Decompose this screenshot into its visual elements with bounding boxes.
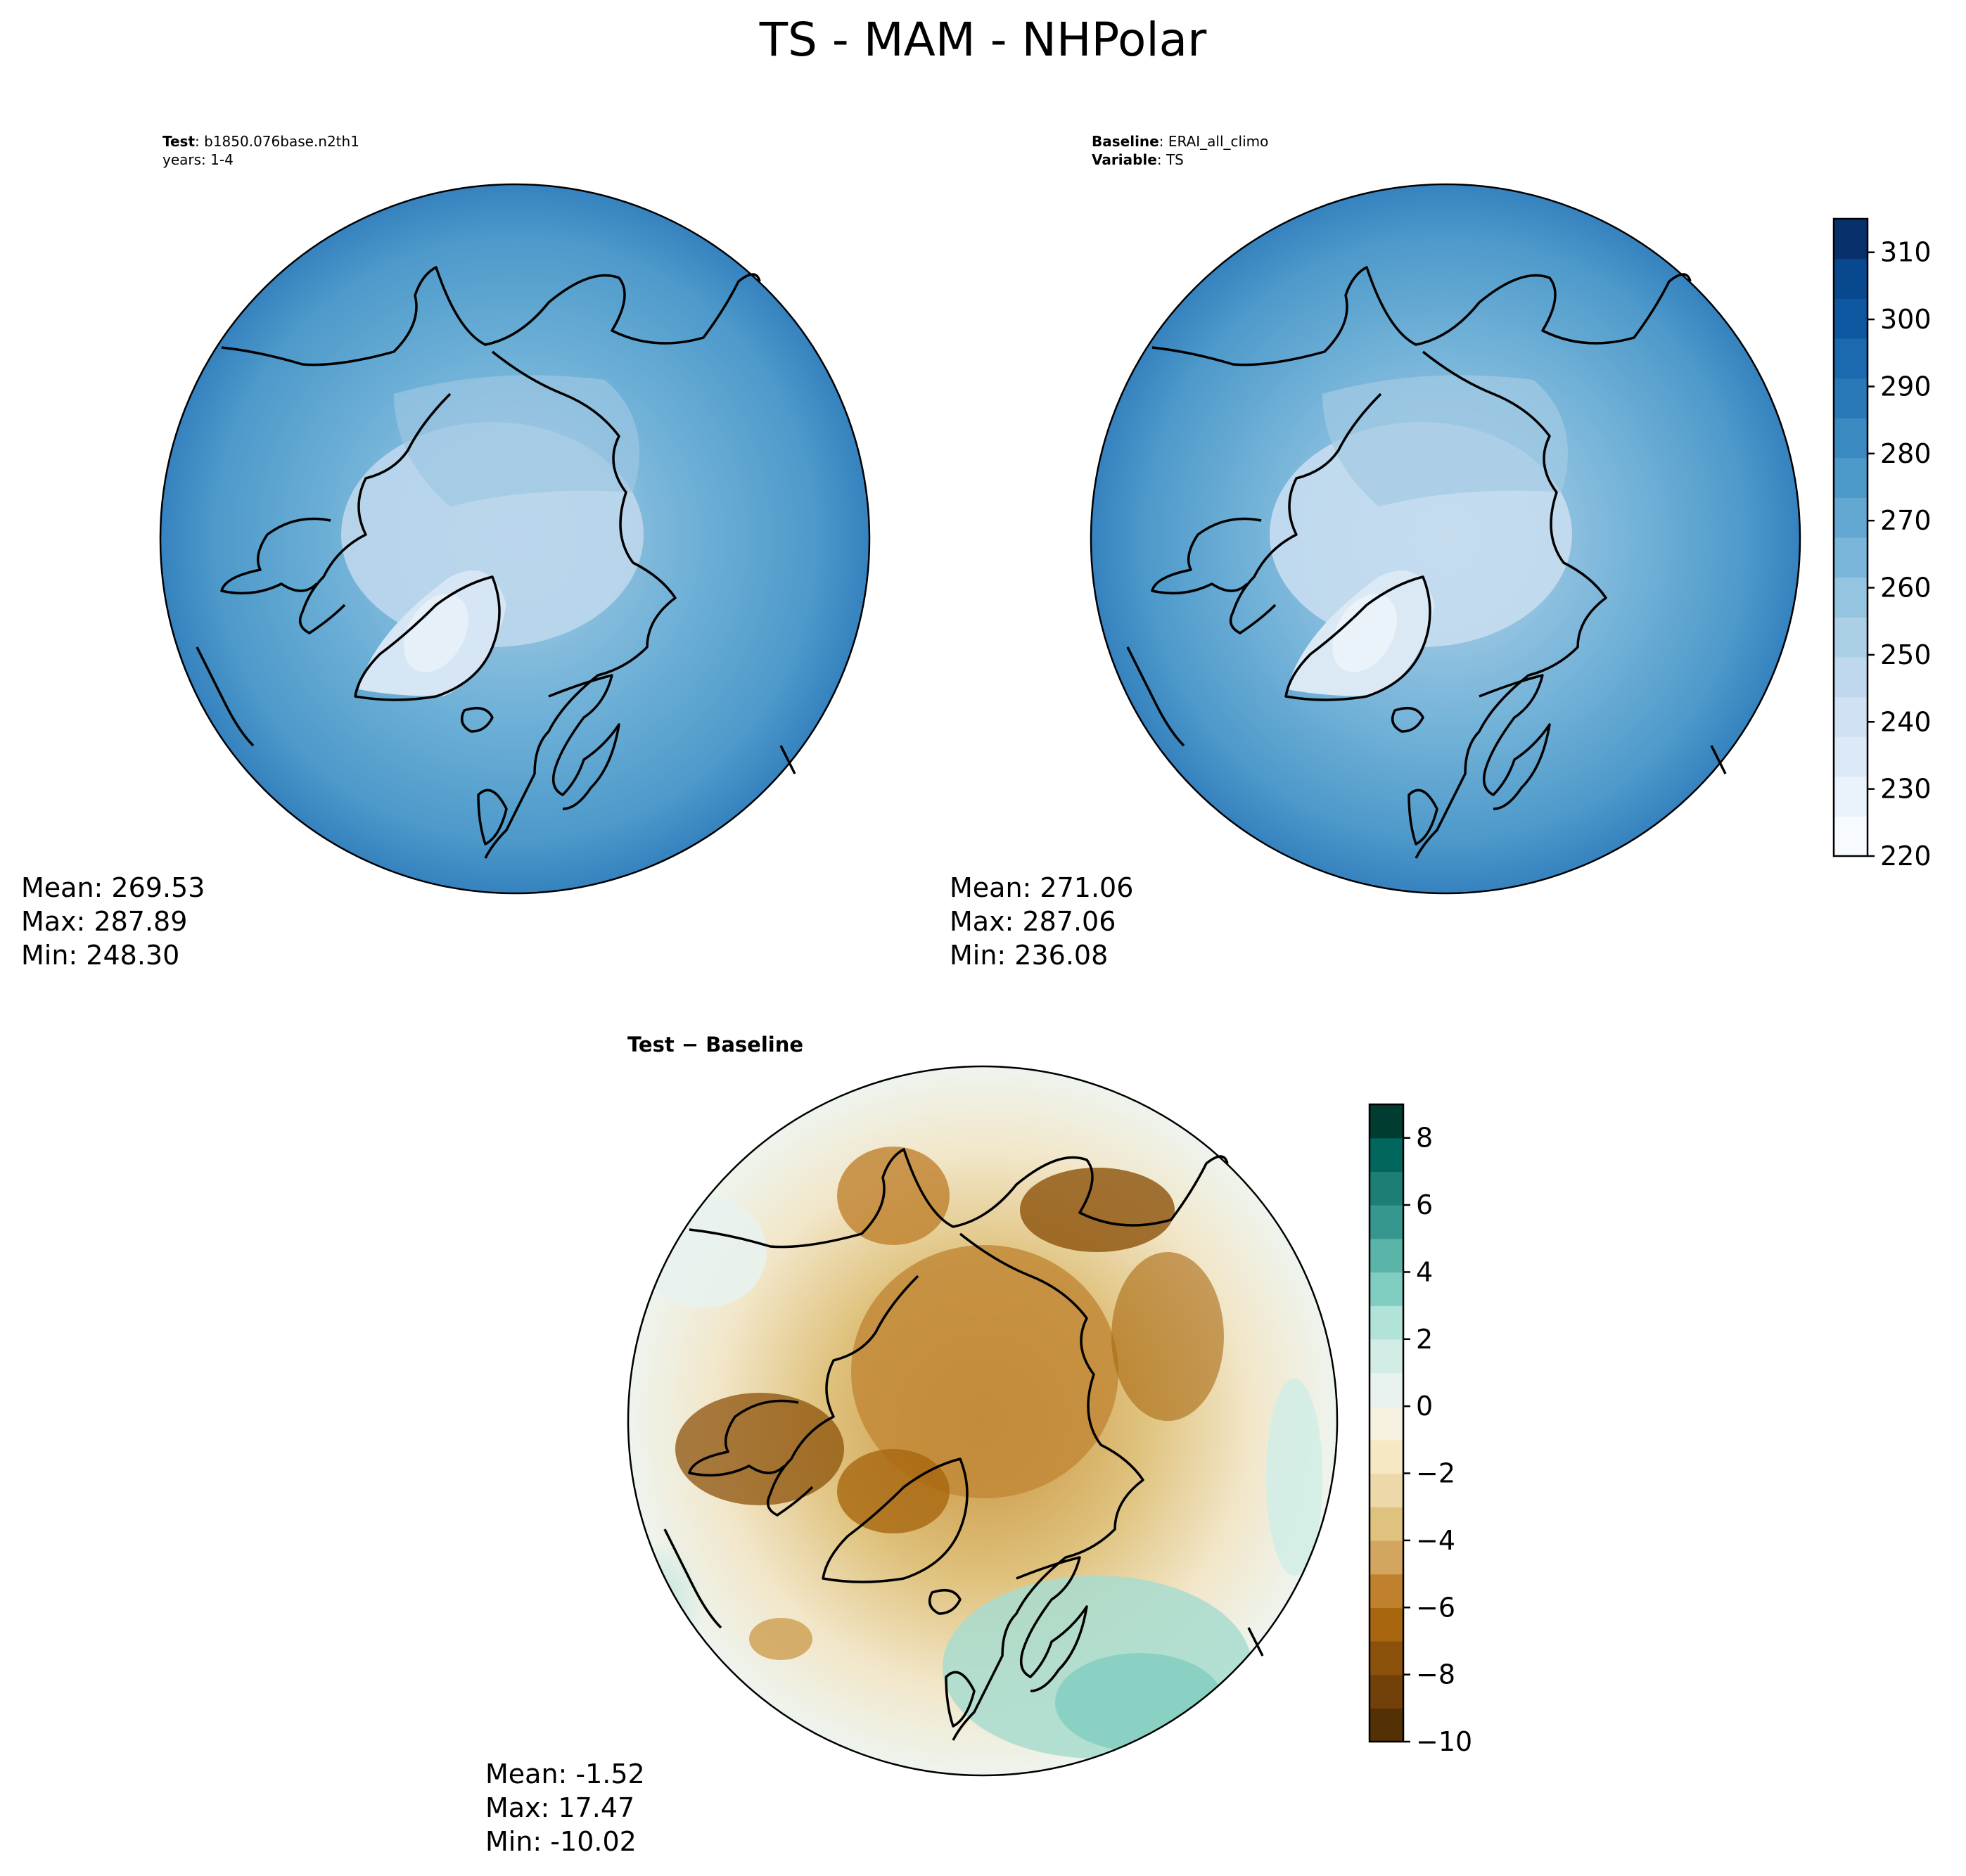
baseline-mean: Mean: 271.06	[950, 872, 1134, 903]
difference-colorbar-tick-label: −2	[1416, 1458, 1455, 1489]
baseline-min: Min: 236.08	[950, 940, 1109, 971]
test-years: years: 1-4	[162, 151, 234, 168]
difference-colorbar-color-segment	[1370, 1473, 1403, 1507]
absolute-colorbar: 220 230 240 250 260 270 280 290 300 310	[1832, 217, 1932, 872]
baseline-coastlines	[1126, 266, 1727, 859]
difference-colorbar-tick-label: 6	[1416, 1189, 1433, 1220]
test-map	[160, 184, 869, 893]
absolute-colorbar-color-segment	[1834, 298, 1868, 339]
absolute-colorbar-color-segment	[1834, 816, 1868, 857]
diff-mean: Mean: -1.52	[485, 1759, 645, 1789]
absolute-colorbar-color-segment	[1834, 577, 1868, 618]
diff-title: Test − Baseline	[627, 1033, 804, 1057]
difference-colorbar-color-segment	[1370, 1574, 1403, 1608]
absolute-colorbar-color-segment	[1834, 258, 1868, 299]
absolute-colorbar-color-segment	[1834, 537, 1868, 578]
difference-colorbar-color-segment	[1370, 1272, 1403, 1306]
difference-colorbar-color-segment	[1370, 1406, 1403, 1441]
figure-title: TS - MAM - NHPolar	[759, 13, 1207, 67]
difference-colorbar-color-segment	[1370, 1137, 1403, 1172]
absolute-colorbar-color-segment	[1834, 497, 1868, 538]
diff-siberia-cold-bias	[1020, 1168, 1175, 1252]
test-coastlines	[196, 266, 796, 859]
difference-colorbar-color-segment	[1370, 1439, 1403, 1474]
difference-colorbar-color-segment	[1370, 1171, 1403, 1206]
absolute-colorbar-color-segment	[1834, 219, 1868, 260]
difference-colorbar-color-segment	[1370, 1640, 1403, 1676]
baseline-max: Max: 287.06	[950, 906, 1116, 937]
difference-colorbar-color-segment	[1370, 1674, 1403, 1709]
variable-name: TS	[1166, 151, 1184, 168]
absolute-colorbar-color-segment	[1834, 457, 1868, 498]
difference-colorbar-color-segment	[1370, 1607, 1403, 1642]
diff-min: Min: -10.02	[485, 1826, 637, 1857]
difference-colorbar-color-segment	[1370, 1205, 1403, 1239]
absolute-colorbar-color-segment	[1834, 776, 1868, 817]
difference-colorbar-tick-label: 2	[1416, 1324, 1433, 1355]
diff-coastlines	[663, 1148, 1264, 1741]
difference-colorbar-tick-label: −10	[1416, 1726, 1472, 1757]
baseline-map-boundary	[1090, 183, 1801, 895]
absolute-colorbar-tick-label: 270	[1880, 505, 1932, 536]
difference-colorbar-color-segment	[1370, 1372, 1403, 1407]
absolute-colorbar-tick-label: 220	[1880, 841, 1932, 872]
absolute-colorbar-tick-label: 280	[1880, 438, 1932, 469]
baseline-case-name: ERAI_all_climo	[1168, 133, 1269, 150]
diff-map	[628, 1066, 1337, 1775]
test-max: Max: 287.89	[21, 906, 188, 937]
absolute-colorbar-tick-label: 230	[1880, 774, 1932, 805]
test-mean: Mean: 269.53	[21, 872, 205, 903]
difference-colorbar-color-segment	[1370, 1708, 1403, 1742]
absolute-colorbar-color-segment	[1834, 736, 1868, 777]
absolute-colorbar-color-segment	[1834, 418, 1868, 459]
baseline-map	[1091, 184, 1800, 893]
absolute-colorbar-color-segment	[1834, 338, 1868, 379]
difference-colorbar: −10 −8 −6 −4 −2 0 2 4 6 8	[1368, 1103, 1472, 1757]
test-header: Test: b1850.076base.n2th1 years: 1-4	[162, 133, 359, 168]
absolute-colorbar-tick-label: 240	[1880, 706, 1932, 737]
absolute-colorbar-tick-label: 300	[1880, 304, 1932, 335]
diff-canada-cold-bias	[675, 1393, 844, 1505]
absolute-colorbar-tick-label: 290	[1880, 371, 1932, 402]
difference-colorbar-color-segment	[1370, 1507, 1403, 1541]
absolute-colorbar-color-segment	[1834, 378, 1868, 419]
test-map-boundary	[159, 183, 871, 895]
absolute-colorbar-color-segment	[1834, 656, 1868, 698]
baseline-header: Baseline: ERAI_all_climo Variable: TS	[1092, 133, 1269, 168]
difference-colorbar-tick-label: 0	[1416, 1391, 1433, 1422]
difference-colorbar-tick-label: −8	[1416, 1659, 1455, 1690]
diff-map-boundary	[627, 1065, 1339, 1777]
baseline-stats: Mean: 271.06 Max: 287.06 Min: 236.08	[950, 871, 1133, 972]
difference-colorbar-color-segment	[1370, 1104, 1403, 1139]
diff-stats: Mean: -1.52 Max: 17.47 Min: -10.02	[485, 1757, 645, 1858]
test-case-name: b1850.076base.n2th1	[204, 133, 359, 150]
baseline-label: Baseline	[1092, 133, 1159, 150]
difference-colorbar-tick-label: 4	[1416, 1256, 1433, 1287]
absolute-colorbar-tick-label: 250	[1880, 639, 1932, 670]
absolute-colorbar-color-segment	[1834, 696, 1868, 737]
difference-colorbar-color-segment	[1370, 1306, 1403, 1340]
difference-colorbar-tick-label: 8	[1416, 1123, 1433, 1154]
absolute-colorbar-tick-label: 310	[1880, 237, 1932, 268]
difference-colorbar-frame	[1368, 1103, 1405, 1743]
test-min: Min: 248.30	[21, 940, 180, 971]
diff-arctic-warm-bias	[851, 1245, 1118, 1498]
difference-colorbar-tick-label: −4	[1416, 1525, 1455, 1556]
absolute-colorbar-frame	[1832, 217, 1869, 857]
diff-max: Max: 17.47	[485, 1792, 635, 1823]
difference-colorbar-color-segment	[1370, 1540, 1403, 1575]
difference-colorbar-tick-label: −6	[1416, 1592, 1455, 1623]
absolute-colorbar-tick-label: 260	[1880, 573, 1932, 604]
absolute-colorbar-color-segment	[1834, 617, 1868, 658]
variable-label: Variable	[1092, 151, 1157, 168]
difference-colorbar-color-segment	[1370, 1339, 1403, 1374]
test-label: Test	[162, 133, 196, 150]
difference-colorbar-color-segment	[1370, 1238, 1403, 1273]
test-stats: Mean: 269.53 Max: 287.89 Min: 248.30	[21, 871, 205, 972]
